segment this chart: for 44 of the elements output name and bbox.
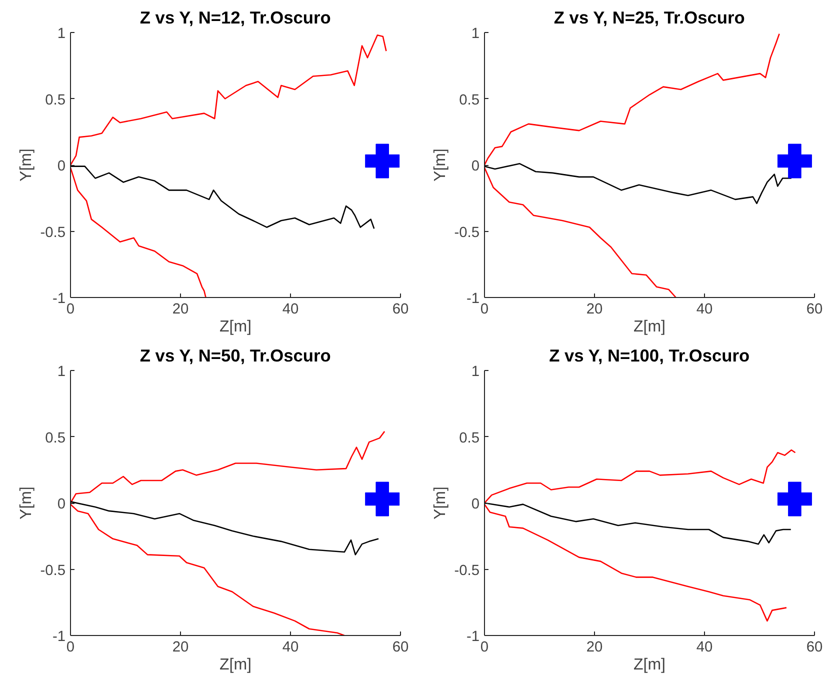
x-tick-label: 20	[586, 640, 603, 656]
chart-title: Z vs Y, N=25, Tr.Oscuro	[554, 8, 745, 28]
y-tick-label: 0	[57, 158, 66, 174]
x-tick-label: 40	[696, 640, 713, 656]
y-tick-label: 1	[471, 26, 480, 42]
x-tick-label: 60	[392, 640, 409, 656]
y-tick-label: 0	[471, 496, 480, 512]
x-axis-title: Z[m]	[634, 318, 666, 336]
y-tick-label: -1	[52, 629, 66, 645]
x-tick-label: 40	[282, 302, 299, 318]
x-axis-title: Z[m]	[220, 656, 252, 674]
y-tick-label: 0.5	[45, 430, 66, 446]
chart-title: Z vs Y, N=12, Tr.Oscuro	[140, 8, 331, 28]
x-tick-label: 20	[172, 302, 189, 318]
y-tick-label: -0.5	[454, 224, 480, 241]
x-tick-label: 40	[282, 640, 299, 656]
x-axis-title: Z[m]	[634, 656, 666, 674]
x-tick-label: 60	[806, 640, 823, 656]
y-tick-label: -1	[466, 291, 480, 307]
x-tick-label: 40	[696, 302, 713, 318]
x-tick-label: 60	[806, 302, 823, 318]
y-axis-title: Y[m]	[432, 148, 450, 182]
y-tick-label: 1	[471, 364, 480, 380]
y-tick-label: 0.5	[459, 430, 480, 446]
y-tick-label: 0	[471, 158, 480, 174]
x-tick-label: 60	[392, 302, 409, 318]
y-tick-label: -0.5	[40, 562, 66, 579]
y-tick-label: -1	[52, 291, 66, 307]
x-axis-title: Z[m]	[220, 318, 252, 336]
chart-title: Z vs Y, N=50, Tr.Oscuro	[140, 346, 331, 366]
y-axis-title: Y[m]	[432, 486, 450, 520]
y-tick-label: -0.5	[454, 562, 480, 579]
y-axis-title: Y[m]	[18, 486, 36, 520]
y-tick-label: -0.5	[40, 224, 66, 241]
y-tick-label: 0.5	[45, 92, 66, 108]
y-tick-label: 1	[57, 364, 66, 380]
y-tick-label: -1	[466, 629, 480, 645]
y-tick-label: 1	[57, 26, 66, 42]
x-tick-label: 20	[172, 640, 189, 656]
chart-title: Z vs Y, N=100, Tr.Oscuro	[549, 346, 750, 366]
y-tick-label: 0.5	[459, 92, 480, 108]
y-tick-label: 0	[57, 496, 66, 512]
x-tick-label: 20	[586, 302, 603, 318]
y-axis-title: Y[m]	[18, 148, 36, 182]
